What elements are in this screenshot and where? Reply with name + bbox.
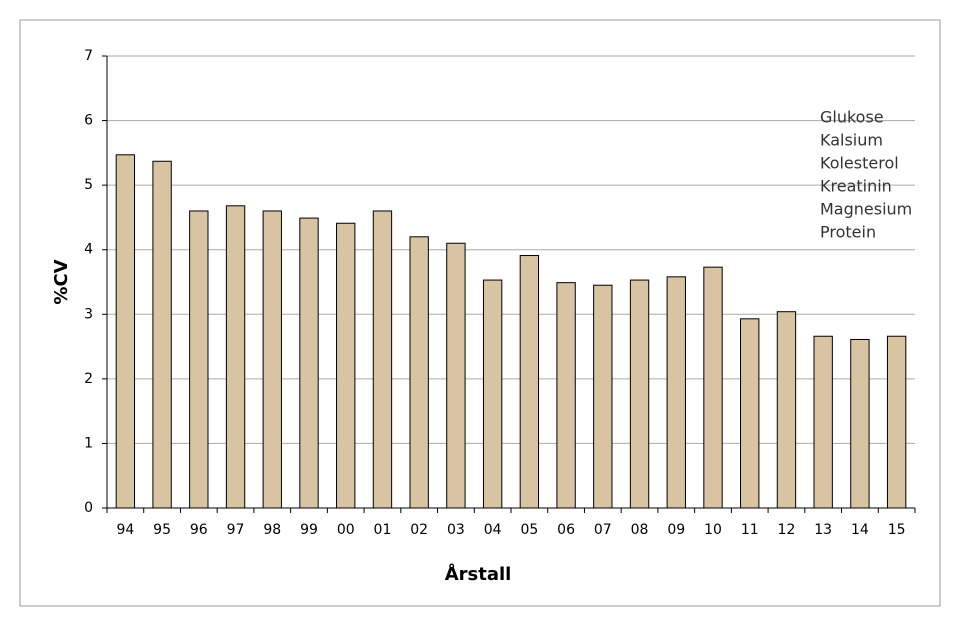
bar (629, 279, 650, 509)
x-tick-label: 99 (300, 522, 318, 538)
annotation: Kalsium (820, 131, 883, 150)
x-tick-label: 01 (374, 522, 392, 538)
x-tick-label: 05 (520, 522, 538, 538)
x-tick-label: 98 (263, 522, 281, 538)
bar (666, 276, 686, 509)
x-tick-label: 13 (814, 522, 832, 538)
y-tick-label: 4 (84, 242, 93, 258)
annotation: Protein (820, 223, 876, 242)
bar (703, 266, 723, 509)
y-tick-label: 5 (84, 177, 93, 193)
y-axis-label: %CV (51, 259, 72, 304)
y-tick-label: 6 (84, 113, 93, 129)
bar (776, 311, 797, 509)
x-tick-label: 15 (888, 522, 906, 538)
annotation: Magnesium (820, 200, 912, 219)
x-tick-label: 96 (190, 522, 208, 538)
x-tick-label: 03 (447, 522, 465, 538)
annotation: Kreatinin (820, 177, 892, 196)
bar (262, 210, 282, 509)
y-tick-label: 1 (84, 435, 93, 451)
x-tick-label: 12 (778, 522, 796, 538)
x-tick-label: 09 (667, 522, 685, 538)
bar (446, 242, 466, 509)
bar (372, 210, 393, 509)
annotation: Glukose (820, 108, 884, 127)
bar (886, 335, 907, 509)
x-tick-label: 00 (337, 522, 355, 538)
bar (519, 255, 540, 509)
bar (189, 210, 209, 509)
y-tick-label: 7 (84, 48, 93, 64)
bar (593, 284, 613, 509)
y-tick-label: 0 (84, 500, 93, 516)
x-tick-label: 95 (153, 522, 171, 538)
y-tick-label: 3 (84, 306, 93, 322)
bar (409, 236, 429, 509)
x-tick-label: 11 (741, 522, 759, 538)
bar (336, 222, 356, 509)
bar (115, 154, 136, 509)
bar (482, 279, 503, 509)
bar (740, 318, 760, 509)
x-tick-label: 10 (704, 522, 722, 538)
bar (556, 282, 576, 509)
x-tick-label: 97 (227, 522, 245, 538)
x-tick-label: 04 (484, 522, 502, 538)
bar (299, 217, 319, 509)
y-tick-label: 2 (84, 371, 93, 387)
bar (152, 160, 172, 509)
x-tick-label: 14 (851, 522, 869, 538)
bar (813, 335, 833, 509)
x-tick-label: 07 (594, 522, 612, 538)
annotation: Kolesterol (820, 154, 899, 173)
x-tick-label: 94 (116, 522, 134, 538)
bar (850, 338, 870, 509)
x-axis-label: Årstall (445, 562, 512, 585)
bar (225, 205, 246, 509)
x-tick-label: 08 (631, 522, 649, 538)
x-tick-label: 06 (557, 522, 575, 538)
x-tick-label: 02 (410, 522, 428, 538)
